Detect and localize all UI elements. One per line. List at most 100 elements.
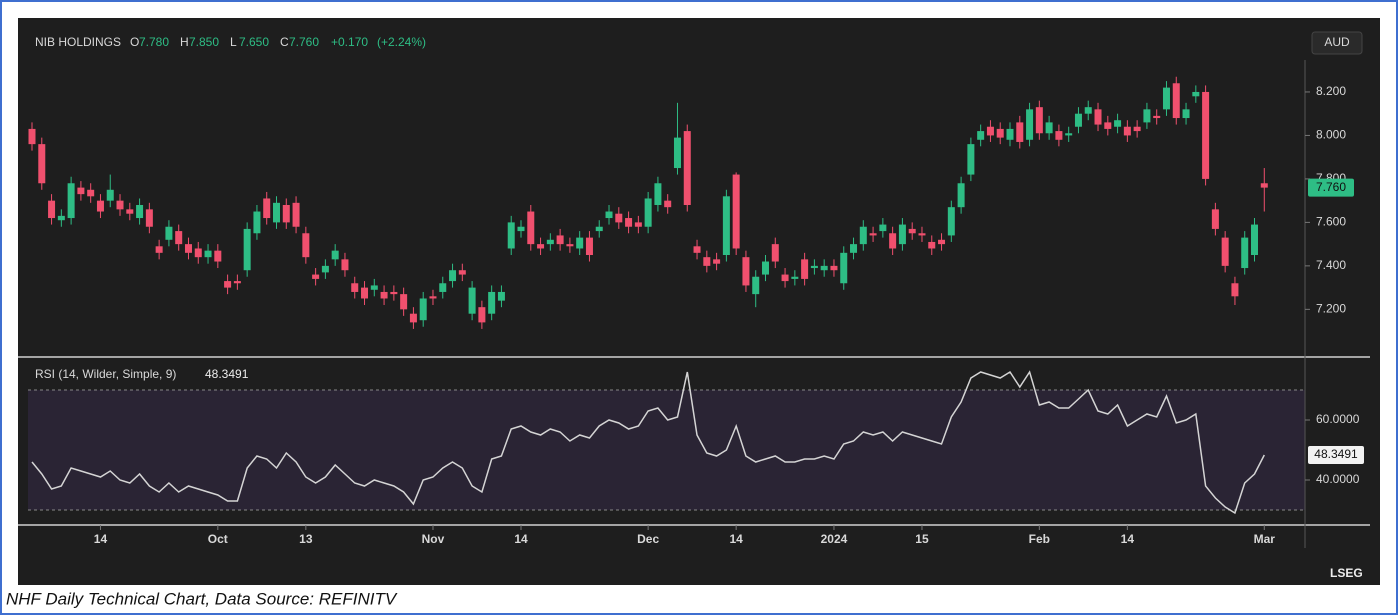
change: +0.170 <box>331 35 368 49</box>
candle-body <box>96 200 104 212</box>
candle-body <box>644 198 652 227</box>
candle-body <box>781 274 789 282</box>
rsi-tag-label: 48.3491 <box>1314 447 1358 461</box>
candle-body <box>713 259 721 264</box>
candle-body <box>771 244 779 262</box>
x-tick-label: Dec <box>637 532 659 546</box>
candle-body <box>556 235 564 245</box>
candle-body <box>1231 283 1239 297</box>
candle-body <box>331 250 339 260</box>
candle-body <box>1114 120 1122 127</box>
candle-body <box>1133 126 1141 132</box>
candle-body <box>762 261 769 275</box>
candle-body <box>830 265 838 271</box>
candle-body <box>977 131 985 140</box>
price-tag-label: 7.760 <box>1316 180 1346 194</box>
x-tick-label: 14 <box>94 532 108 546</box>
ohlc-key: C <box>280 35 289 49</box>
candle-body <box>947 207 955 236</box>
candle-body <box>468 287 476 314</box>
candle-body <box>243 228 251 271</box>
candle-body <box>449 270 457 282</box>
candle-body <box>967 144 975 175</box>
candle-body <box>1035 107 1043 134</box>
candle-body <box>478 307 486 323</box>
candle-body <box>840 252 848 284</box>
candle-body <box>517 226 525 232</box>
candle-body <box>390 291 398 295</box>
candle-body <box>214 250 222 262</box>
candle-body <box>898 224 906 245</box>
chart-title: NIB HOLDINGS <box>35 35 121 49</box>
candle-body <box>1055 131 1063 140</box>
ohlc-value: 7.850 <box>189 35 219 49</box>
candle-body <box>732 174 740 249</box>
candle-body <box>136 205 144 219</box>
candle-body <box>302 233 310 258</box>
candle-body <box>585 237 593 255</box>
candle-body <box>634 222 642 227</box>
candle-body <box>1251 224 1258 255</box>
candle-body <box>615 213 623 223</box>
ohlc-value: 7.760 <box>289 35 319 49</box>
change-pct: (+2.24%) <box>377 35 426 49</box>
candle-body <box>488 291 496 314</box>
candle-body <box>1006 128 1014 140</box>
candle-body <box>273 202 280 223</box>
currency-box <box>1311 31 1363 55</box>
ohlc-value: 7.780 <box>139 35 169 49</box>
candle-body <box>1192 91 1200 97</box>
x-tick-label: 13 <box>299 532 313 546</box>
rsi-tag <box>1308 445 1364 464</box>
candle-body <box>1172 83 1180 119</box>
y-tick-label: 7.200 <box>1316 302 1346 316</box>
ohlc-key: O <box>130 35 139 49</box>
candle-body <box>1084 107 1092 114</box>
candle-body <box>595 226 603 232</box>
x-tick-label: Oct <box>208 532 228 546</box>
candle-body <box>116 200 124 210</box>
ohlc-value: 7.650 <box>239 35 269 49</box>
y-tick-label: 8.000 <box>1316 128 1346 142</box>
candle-body <box>28 128 36 145</box>
candle-body <box>224 281 232 288</box>
candle-body <box>1094 109 1102 125</box>
candle-body <box>233 281 241 284</box>
candle-body <box>439 283 447 292</box>
candle-body <box>791 276 799 279</box>
candle-body <box>869 233 877 236</box>
x-tick-label: Mar <box>1254 532 1276 546</box>
candle-body <box>1162 87 1170 110</box>
candle-body <box>370 285 378 290</box>
candle-body <box>752 276 760 295</box>
candle-body <box>204 250 212 258</box>
candle-body <box>194 248 202 258</box>
candle-body <box>576 237 584 249</box>
x-tick-label: 2024 <box>821 532 848 546</box>
candle-body <box>77 187 85 195</box>
rsi-title: RSI (14, Wilder, Simple, 9) <box>35 367 176 381</box>
candle-body <box>429 296 437 299</box>
candle-body <box>1211 209 1219 229</box>
candle-body <box>67 183 75 219</box>
logo: LSEG <box>1330 566 1363 580</box>
candle-body <box>380 291 388 299</box>
candle-body <box>683 131 691 205</box>
candle-body <box>889 233 897 249</box>
candle-body <box>253 211 261 234</box>
candle-body <box>1104 122 1112 129</box>
ohlc-key: L <box>230 35 237 49</box>
candle-body <box>1016 122 1024 142</box>
candle-body <box>361 287 369 299</box>
candle-body <box>321 265 329 273</box>
candle-body <box>145 209 153 227</box>
x-tick-label: 15 <box>915 532 929 546</box>
candle-body <box>654 183 662 205</box>
y-tick-label: 7.600 <box>1316 215 1346 229</box>
candle-body <box>673 137 681 169</box>
candle-body <box>928 241 936 249</box>
candle-body <box>566 244 574 247</box>
candle-body <box>1153 115 1161 119</box>
x-tick-label: 14 <box>514 532 528 546</box>
candle-body <box>879 224 887 232</box>
